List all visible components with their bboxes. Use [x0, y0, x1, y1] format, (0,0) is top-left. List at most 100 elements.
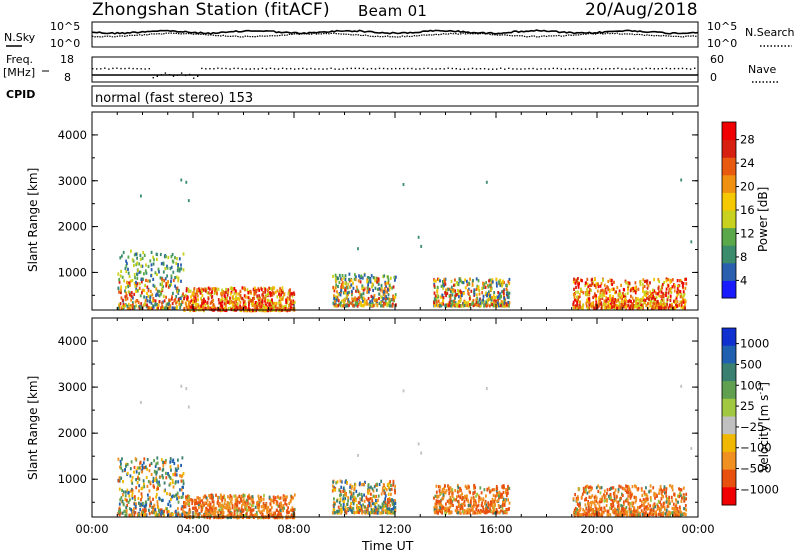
power-echo-cell	[577, 283, 580, 287]
power-echo-cell	[254, 304, 257, 308]
velocity-echo-cell	[220, 496, 222, 501]
power-echo-cell	[610, 278, 613, 283]
velocity-echo-cell	[607, 513, 610, 517]
power-echo-cell	[217, 287, 220, 291]
power-echo-cell	[676, 287, 679, 291]
power-echo-cell	[281, 290, 284, 295]
velocity-echo-cell	[269, 508, 272, 512]
velocity-echo-cell	[274, 496, 277, 500]
power-echo-cell	[291, 307, 294, 311]
power-echo-cell	[231, 300, 234, 305]
nave-point	[403, 67, 405, 70]
power-echo-cell	[684, 298, 686, 302]
velocity-echo-cell	[393, 501, 395, 505]
velocity-echo-cell	[642, 497, 645, 502]
velocity-echo-cell	[149, 496, 151, 500]
power-echo-cell	[279, 287, 281, 291]
power-echo-cell	[603, 293, 606, 297]
velocity-echo-cell	[461, 492, 463, 496]
velocity-echo-cell	[447, 508, 450, 512]
velocity-echo-cell	[472, 510, 475, 514]
velocity-echo-cell	[384, 497, 386, 501]
power-echo-cell	[278, 307, 281, 311]
freq-panel-frame	[91, 56, 699, 83]
velocity-echo-cell	[682, 495, 685, 499]
velocity-echo-cell	[591, 512, 593, 517]
nave-point	[233, 67, 235, 70]
power-echo-cell	[666, 304, 668, 308]
power-echo-cell	[388, 297, 391, 301]
nave-point	[475, 68, 478, 70]
nave-point	[532, 67, 534, 70]
power-echo-cell	[356, 298, 358, 302]
velocity-echo-cell	[498, 511, 501, 515]
velocity-echo-cell	[175, 469, 178, 473]
power-echo-cell	[486, 301, 489, 305]
power-echo-cell	[363, 303, 366, 307]
velocity-echo-cell	[445, 506, 447, 510]
power-echo-cell	[163, 279, 166, 283]
velocity-echo-cell	[653, 491, 656, 495]
velocity-echo-cell	[489, 502, 492, 506]
power-echo-cell	[242, 301, 245, 305]
power-echo-cell	[649, 281, 651, 285]
velocity-echo-cell	[656, 507, 659, 511]
velocity-echo-cell	[662, 504, 665, 508]
velocity-echo-cell	[339, 479, 342, 483]
power-echo-cell	[143, 272, 145, 276]
velocity-echo-cell	[179, 488, 181, 492]
velocity-echo-cell	[167, 502, 170, 506]
velocity-echo-cell	[198, 503, 200, 507]
power-echo-cell	[374, 279, 377, 283]
power-echo-cell	[291, 300, 294, 305]
power-echo-cell	[160, 292, 162, 296]
velocity-echo-cell	[155, 472, 158, 476]
power-echo-cell	[142, 250, 145, 255]
power-echo-cell	[661, 283, 664, 287]
velocity-echo-cell	[684, 507, 687, 511]
power-echo-cell	[646, 296, 648, 300]
power-echo-cell	[360, 303, 362, 308]
power-echo-cell	[491, 296, 493, 300]
velocity-echo-cell	[368, 501, 371, 505]
velocity-echo-cell	[594, 504, 597, 508]
power-echo-cell	[684, 302, 686, 306]
power-echo-cell	[485, 300, 487, 304]
power-echo-cell	[627, 283, 630, 287]
velocity-echo-cell	[591, 494, 594, 498]
power-echo-cell	[678, 283, 681, 288]
power-echo-cell	[347, 304, 349, 308]
power-echo-cell	[663, 304, 666, 308]
nsearch-series	[91, 32, 699, 38]
velocity-echo-cell	[161, 474, 164, 478]
power-echo-cell	[144, 283, 146, 288]
velocity-echo-cell	[172, 512, 174, 516]
velocity-echo-cell	[187, 499, 189, 503]
power-echo-cell	[485, 291, 487, 295]
velocity-echo-cell	[675, 503, 677, 507]
nave-point	[625, 68, 627, 70]
power-echo-cell	[608, 289, 611, 294]
velocity-echo-cell	[182, 492, 184, 496]
power-echo-cell	[587, 300, 590, 305]
power-echo-cell	[506, 290, 509, 295]
velocity-echo-cell	[493, 500, 496, 504]
velocity-echo-cell	[448, 505, 451, 509]
power-echo-cell	[178, 269, 181, 273]
power-echo-cell	[496, 295, 499, 299]
power-echo-cell	[194, 301, 197, 305]
velocity-echo-cell	[247, 495, 249, 499]
power-echo-cell	[194, 292, 197, 296]
power-echo-cell	[617, 298, 620, 302]
velocity-echo-cell	[370, 504, 372, 508]
velocity-echo-cell	[388, 500, 390, 504]
velocity-echo-cell	[231, 504, 234, 508]
power-echo-cell	[124, 266, 127, 271]
power-echo-cell	[286, 309, 289, 313]
power-echo-cell	[670, 304, 673, 308]
velocity-echo-cell	[152, 484, 155, 488]
velocity-echo-cell	[354, 498, 357, 503]
power-echo-cell	[135, 289, 137, 293]
power-echo-cell	[490, 281, 493, 285]
velocity-echo-cell	[607, 509, 610, 513]
